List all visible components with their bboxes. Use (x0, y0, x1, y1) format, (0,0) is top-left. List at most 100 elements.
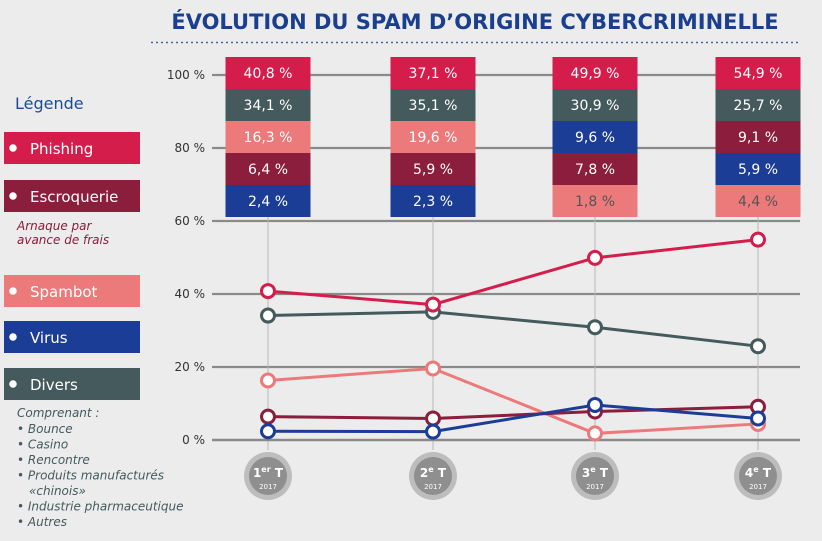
value-box-bg (715, 121, 801, 153)
series-lines (260, 231, 766, 442)
x-axis: 1er T 2017 2e T 2017 3e T 2017 4e T 2017 (244, 452, 782, 500)
value-box-spambot: 16,3 % (225, 121, 311, 153)
data-point-virus (260, 423, 276, 440)
data-point-virus (425, 423, 441, 440)
x-tick-badge: 4e T 2017 (734, 452, 782, 500)
value-box-bg (715, 185, 801, 217)
x-tick-badge-core (576, 457, 614, 495)
x-tick-label: 2e T (420, 465, 447, 480)
series-line-phishing (267, 238, 759, 307)
data-label: 30,9 % (571, 98, 620, 114)
data-point-divers (260, 307, 276, 324)
value-box-bg (715, 153, 801, 185)
y-tick-label: 20 % (175, 360, 206, 374)
legend-subtitle: Arnaque par (16, 219, 92, 233)
data-point-phishing (587, 249, 603, 266)
value-box-bg (390, 153, 476, 185)
x-tick-year: 2017 (424, 483, 442, 491)
x-tick-label: 4e T (745, 465, 772, 480)
x-tick-badge: 3e T 2017 (571, 452, 619, 500)
legend-item-virus: Virus (4, 321, 140, 353)
legend-note-item: • Bounce (17, 422, 73, 436)
data-point-spambot (587, 425, 603, 442)
legend-label: Phishing (30, 140, 93, 158)
value-box-phishing: 54,9 % (715, 57, 801, 89)
value-box-bg (225, 185, 311, 217)
legend-note-item: • Industrie pharmaceutique (17, 500, 183, 514)
data-point-phishing (425, 296, 441, 313)
value-boxes: 40,8 % 34,1 % 16,3 % 6,4 % 2,4 % 37,1 % 35,1 %… (225, 57, 801, 217)
data-label: 19,6 % (409, 130, 458, 146)
x-tick-badge: 2e T 2017 (409, 452, 457, 500)
value-box-bg (225, 89, 311, 121)
data-point-escroquerie (425, 410, 441, 427)
legend-note-item: • Produits manufacturés (17, 469, 164, 483)
legend-item-phishing: Phishing (4, 132, 140, 164)
data-label: 35,1 % (409, 98, 458, 114)
x-tick-badge-core (249, 457, 287, 495)
y-tick-label: 100 % (167, 68, 205, 82)
legend-note-item: • Autres (17, 515, 67, 529)
data-label: 6,4 % (248, 162, 288, 178)
value-box-bg (552, 153, 638, 185)
data-label: 40,8 % (244, 66, 293, 82)
x-tick-label: 1er T (253, 465, 284, 480)
value-box-divers: 25,7 % (715, 89, 801, 121)
data-point-virus (587, 396, 603, 413)
legend-swatch (4, 368, 140, 400)
series-line-divers (267, 310, 759, 348)
value-box-escroquerie: 9,1 % (715, 121, 801, 153)
data-point-virus (750, 410, 766, 427)
data-label: 49,9 % (571, 66, 620, 82)
legend-marker (6, 189, 20, 203)
legend-swatch (4, 132, 140, 164)
value-box-bg (715, 57, 801, 89)
data-label: 2,4 % (248, 194, 288, 210)
legend-marker (6, 377, 20, 391)
chart-title: ÉVOLUTION DU SPAM D’ORIGINE CYBERCRIMINE… (171, 9, 778, 34)
legend-divers-notes: Comprenant : • Bounce • Casino• Rencontre •… (17, 406, 183, 529)
value-box-escroquerie: 7,8 % (552, 153, 638, 185)
data-point-spambot (260, 372, 276, 389)
value-box-bg (552, 57, 638, 89)
value-box-spambot: 1,8 % (552, 185, 638, 217)
data-label: 9,6 % (575, 130, 615, 146)
data-label: 5,9 % (413, 162, 453, 178)
value-box-bg (552, 121, 638, 153)
x-tick-label: 3e T (582, 465, 609, 480)
legend-marker (6, 330, 20, 344)
legend-item-spambot: Spambot (4, 275, 140, 307)
value-box-divers: 30,9 % (552, 89, 638, 121)
data-label: 54,9 % (734, 66, 783, 82)
value-box-bg (390, 185, 476, 217)
x-tick-year: 2017 (259, 483, 277, 491)
x-tick-badge-core (414, 457, 452, 495)
data-point-escroquerie (260, 408, 276, 425)
legend-label: Spambot (30, 283, 98, 301)
data-label: 4,4 % (738, 194, 778, 210)
series-line-escroquerie (267, 405, 759, 420)
value-box-virus: 9,6 % (552, 121, 638, 153)
value-box-phishing: 49,9 % (552, 57, 638, 89)
legend: Légende Phishing Escroquerie Arnaque parava… (4, 94, 183, 529)
data-point-spambot (425, 360, 441, 377)
data-point-divers (750, 338, 766, 355)
legend-title: Légende (15, 94, 84, 113)
data-label: 16,3 % (244, 130, 293, 146)
legend-swatch (4, 180, 140, 212)
data-label: 7,8 % (575, 162, 615, 178)
value-box-escroquerie: 6,4 % (225, 153, 311, 185)
legend-marker (6, 284, 20, 298)
x-tick-badge: 1er T 2017 (244, 452, 292, 500)
legend-label: Divers (30, 376, 78, 394)
data-point-divers (587, 319, 603, 336)
y-tick-label: 60 % (175, 214, 206, 228)
legend-label: Virus (30, 329, 68, 347)
data-point-phishing (260, 283, 276, 300)
value-box-spambot: 19,6 % (390, 121, 476, 153)
legend-label: Escroquerie (30, 188, 118, 206)
y-tick-label: 40 % (175, 287, 206, 301)
value-box-bg (390, 121, 476, 153)
y-tick-label: 80 % (175, 141, 206, 155)
